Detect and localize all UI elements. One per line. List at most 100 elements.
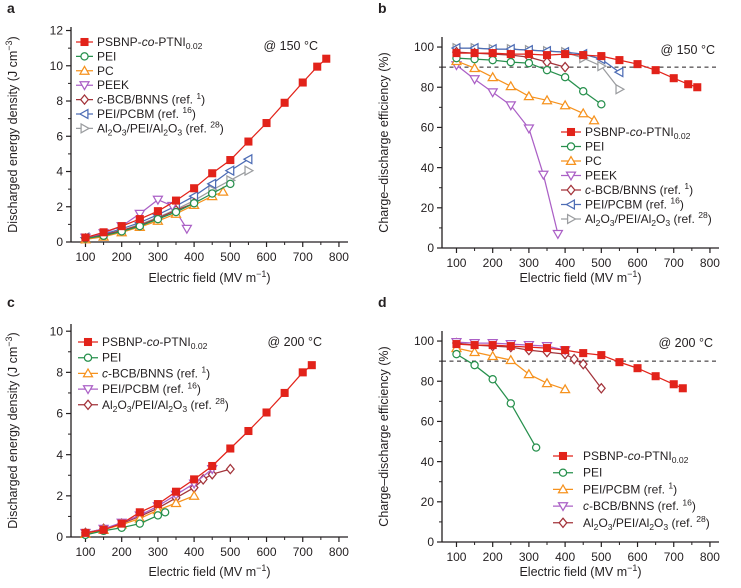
series-PSBNP-co-PTNI0.02 — [452, 49, 702, 92]
x-axis-title: Electric field (MV m−1) — [519, 269, 641, 285]
square-marker — [262, 408, 271, 417]
triangle-up-marker — [188, 490, 200, 500]
x-tick-label: 200 — [483, 550, 503, 564]
legend-entry: PEI — [76, 49, 116, 63]
square-marker — [244, 426, 253, 436]
triangle-down-marker — [557, 502, 569, 512]
triangle-down-marker — [181, 224, 193, 235]
x-tick-label: 500 — [220, 250, 240, 264]
square-marker — [669, 380, 678, 389]
triangle-up-marker — [588, 114, 600, 125]
circle-marker — [506, 399, 516, 408]
circle-marker — [488, 375, 497, 384]
circle-marker — [171, 207, 181, 217]
square-marker — [615, 56, 624, 65]
legend-entry: c-BCB/BNNS (ref. 1) — [561, 181, 693, 197]
diamond-marker — [569, 353, 579, 365]
legend-entry: PEI/PCBM (ref. 16) — [76, 105, 196, 121]
circle-marker — [524, 58, 534, 68]
y-tick-label: 6 — [56, 129, 63, 143]
circle-marker — [160, 508, 170, 517]
x-tick-label: 300 — [519, 550, 539, 564]
square-marker — [561, 346, 570, 355]
square-marker — [651, 372, 660, 381]
series-line — [456, 64, 559, 235]
legend-label: PSBNP-co-PTNI0.02 — [102, 335, 208, 351]
triangle-up-marker — [577, 107, 589, 118]
square-marker — [117, 222, 126, 231]
triangle-right-marker — [80, 122, 91, 134]
axes: 100 200 300 400 500 600 700 800 0 20 40 60 80 100 — [414, 37, 720, 270]
y-axis-title: Charge–discharge efficiency (%) — [377, 52, 391, 232]
legend-entry: Al2O3/PEI/Al2O3 (ref. 28) — [76, 120, 224, 138]
square-marker — [566, 127, 576, 137]
square-marker — [452, 49, 461, 58]
x-tick-label: 400 — [184, 545, 204, 559]
legend-label: PEEK — [97, 78, 129, 92]
square-marker — [470, 341, 479, 350]
panel-d-chart: 100 200 300 400 500 600 700 800 0 20 40 60 80 100 Elec… — [377, 331, 720, 579]
x-tick-label: 600 — [628, 256, 648, 270]
triangle-down-marker — [82, 385, 94, 395]
legend-entry: PSBNP-co-PTNI0.02 — [76, 35, 203, 51]
axes: 100 200 300 400 500 600 700 800 0 2 4 6 8 10 12 — [50, 24, 350, 264]
series-PEI — [452, 349, 541, 452]
triangle-left-marker — [224, 165, 235, 177]
square-marker — [633, 60, 642, 69]
triangle-up-marker — [487, 71, 499, 82]
triangle-up-marker — [541, 377, 553, 388]
square-marker — [208, 169, 217, 178]
triangle-up-marker — [523, 90, 535, 101]
square-marker — [171, 487, 181, 496]
y-tick-label: 80 — [421, 374, 435, 388]
diamond-marker — [566, 184, 576, 196]
x-tick-label: 400 — [555, 256, 575, 270]
x-tick-label: 600 — [257, 545, 277, 559]
panel-b: 100 200 300 400 500 600 700 800 0 20 40 60 80 100 Elec… — [371, 0, 741, 294]
square-marker — [280, 98, 289, 107]
triangle-down-marker — [505, 101, 517, 111]
y-axis-title: Discharged energy density (J cm−3) — [4, 332, 20, 528]
circle-marker — [558, 468, 568, 477]
y-tick-label: 80 — [421, 80, 435, 94]
triangle-left-marker — [565, 199, 576, 210]
legend-entry: c-BCB/BNNS (ref. 16) — [553, 497, 696, 513]
circle-marker — [597, 100, 606, 109]
series-line — [85, 170, 249, 240]
y-tick-label: 0 — [56, 235, 63, 249]
triangle-right-marker — [244, 165, 255, 177]
x-tick-label: 300 — [148, 545, 168, 559]
triangle-up-marker — [469, 346, 481, 357]
y-tick-label: 0 — [56, 530, 63, 544]
y-axis-title: Discharged energy density (J cm−3) — [4, 36, 20, 232]
legend-label: c-BCB/BNNS (ref. 1) — [97, 91, 205, 107]
panel-b-chart: 100 200 300 400 500 600 700 800 0 20 40 60 80 100 Elec… — [377, 37, 720, 285]
square-marker — [280, 388, 289, 397]
series-PEEK — [450, 61, 564, 240]
square-marker — [135, 215, 144, 224]
square-marker — [80, 37, 89, 47]
square-marker — [579, 349, 588, 358]
legend-entry: Al2O3/PEI/Al2O3 (ref. 28) — [78, 396, 229, 414]
circle-marker — [506, 57, 516, 67]
legend-label: PEI — [585, 140, 604, 154]
square-marker — [226, 444, 235, 453]
series-line — [85, 158, 249, 239]
y-tick-label: 8 — [56, 94, 63, 108]
circle-marker — [83, 353, 93, 362]
y-tick-label: 20 — [421, 495, 435, 509]
panel-letter-d: d — [378, 294, 387, 310]
triangle-down-marker — [469, 75, 481, 85]
square-marker — [298, 78, 307, 87]
series-PEI — [452, 53, 606, 109]
x-tick-label: 600 — [628, 550, 648, 564]
square-marker — [506, 50, 515, 59]
legend-label: c-BCB/BNNS (ref. 1) — [102, 365, 210, 381]
x-tick-label: 400 — [555, 550, 575, 564]
x-tick-label: 200 — [483, 256, 503, 270]
triangle-down-marker — [552, 229, 564, 240]
y-tick-label: 10 — [50, 324, 64, 338]
legend-entry: PEI — [78, 351, 121, 365]
legend-label: Al2O3/PEI/Al2O3 (ref. 28) — [583, 514, 710, 532]
